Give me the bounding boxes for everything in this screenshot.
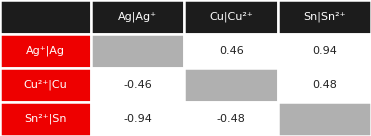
Bar [0, 34, 91, 68]
Text: -0.46: -0.46 [123, 80, 152, 90]
Bar [91, 0, 184, 34]
Bar [0, 0, 91, 34]
Bar [184, 0, 278, 34]
Text: Sn²⁺|Sn: Sn²⁺|Sn [24, 114, 67, 124]
Text: Cu²⁺|Cu: Cu²⁺|Cu [24, 80, 67, 90]
Text: -0.94: -0.94 [123, 114, 152, 124]
Text: Ag⁺|Ag: Ag⁺|Ag [26, 46, 65, 56]
Bar [278, 34, 371, 68]
Bar [184, 34, 278, 68]
Text: Sn|Sn²⁺: Sn|Sn²⁺ [303, 12, 346, 22]
Bar [91, 34, 184, 68]
Text: 0.46: 0.46 [219, 46, 243, 56]
Bar [0, 102, 91, 136]
Text: -0.48: -0.48 [217, 114, 246, 124]
Bar [278, 102, 371, 136]
Bar [91, 102, 184, 136]
Text: Ag|Ag⁺: Ag|Ag⁺ [118, 12, 157, 22]
Bar [0, 68, 91, 102]
Bar [184, 68, 278, 102]
Text: 0.48: 0.48 [312, 80, 337, 90]
Bar [278, 68, 371, 102]
Bar [278, 0, 371, 34]
Text: 0.94: 0.94 [312, 46, 337, 56]
Bar [184, 102, 278, 136]
Bar [91, 68, 184, 102]
Text: Cu|Cu²⁺: Cu|Cu²⁺ [209, 12, 253, 22]
